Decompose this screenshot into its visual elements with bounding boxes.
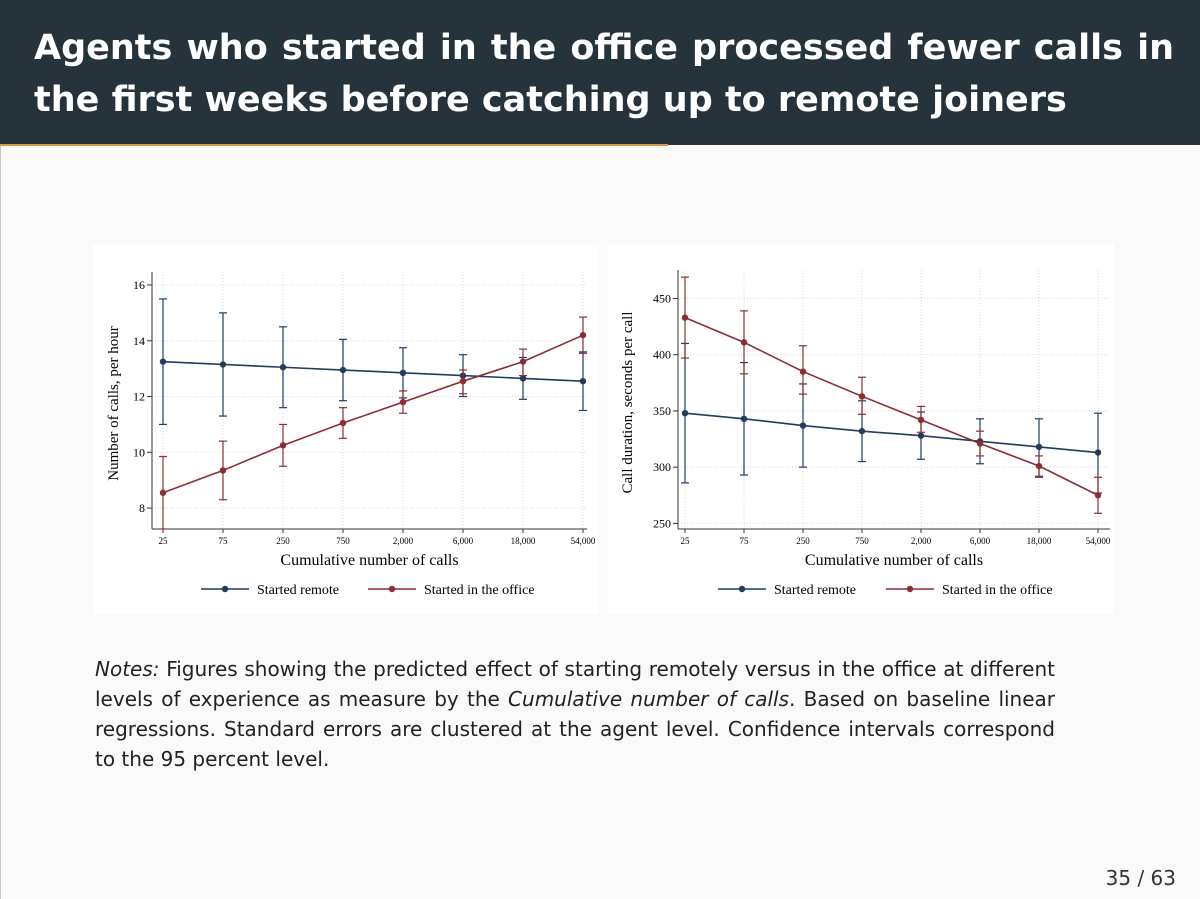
x-tick-label: 250 [276, 536, 290, 546]
notes-text-2: . Based on baseline linear regressions. … [95, 687, 1056, 771]
data-point-office [219, 467, 227, 474]
slide-title: Agents who started in the office process… [34, 28, 1174, 120]
data-point-remote [399, 369, 407, 377]
x-tick-label: 250 [796, 536, 810, 546]
y-tick-label: 16 [133, 278, 145, 292]
notes-emphasis: Cumulative number of calls [508, 687, 790, 711]
data-point-remote [339, 366, 347, 374]
data-point-remote [519, 375, 527, 382]
x-tick-label: 54,000 [571, 536, 596, 546]
x-tick-label: 25 [681, 536, 691, 546]
slide-notes: Notes: Figures showing the predicted eff… [95, 654, 1055, 774]
y-tick-label: 250 [653, 516, 671, 530]
slide-left-border [0, 146, 1, 899]
data-point-office [579, 331, 587, 339]
legend-label-office: Started in the office [424, 583, 535, 598]
y-tick-label: 10 [133, 445, 145, 459]
data-point-remote [917, 432, 925, 439]
y-tick-label: 300 [653, 460, 671, 474]
y-tick-label: 450 [653, 291, 671, 305]
data-point-remote [219, 361, 227, 368]
data-point-remote [1035, 443, 1043, 451]
slide-header [0, 0, 1200, 145]
legend-marker-office [388, 585, 396, 593]
data-point-remote [279, 364, 287, 371]
x-tick-label: 54,000 [1086, 536, 1111, 546]
series-line-office [684, 316, 1099, 496]
data-point-office [1035, 462, 1043, 470]
y-tick-label: 14 [133, 334, 145, 348]
data-point-remote [579, 377, 587, 385]
x-tick-label: 750 [855, 536, 869, 546]
legend-label-remote: Started remote [257, 583, 339, 598]
y-axis-title: Call duration, seconds per call [620, 311, 636, 493]
x-tick-label: 25 [159, 536, 169, 546]
chart-panel-call-duration: 250 300 350 400 450 25 75 250 750 2,000 6,000 18,00… [608, 244, 1114, 614]
x-axis-title: Cumulative number of calls [805, 552, 983, 569]
data-point-office [799, 368, 807, 375]
data-point-office [399, 398, 407, 406]
legend-marker-office [906, 585, 914, 593]
notes-text-1: Figures showing the predicted effect of … [95, 657, 1055, 711]
series-line-remote [162, 360, 584, 382]
x-tick-label: 6,000 [453, 536, 474, 546]
legend-marker-remote [738, 585, 746, 593]
x-tick-label: 18,000 [511, 536, 536, 546]
y-tick-label: 400 [653, 348, 671, 362]
data-point-office [279, 442, 287, 449]
data-point-office [339, 419, 347, 427]
legend-label-office: Started in the office [942, 583, 1053, 598]
data-point-office [681, 314, 689, 321]
x-tick-label: 18,000 [1027, 536, 1052, 546]
x-tick-label: 6,000 [970, 536, 991, 546]
x-tick-label: 75 [219, 536, 229, 546]
notes-label: Notes: [95, 657, 160, 681]
data-point-remote [740, 415, 748, 423]
y-tick-label: 350 [653, 404, 671, 418]
chart-calls-per-hour: 8 10 12 14 16 25 75 250 750 2,000 6,000 18,000 54,00… [106, 272, 596, 598]
data-point-office [159, 489, 167, 496]
data-point-remote [799, 422, 807, 429]
header-accent-rule [0, 144, 668, 146]
series-line-remote [684, 412, 1099, 454]
data-point-office [740, 339, 748, 346]
chart-call-duration: 250 300 350 400 450 25 75 250 750 2,000 6,000 18,00… [620, 270, 1111, 598]
data-point-remote [681, 409, 689, 417]
legend-marker-remote [221, 585, 229, 593]
data-point-office [1094, 492, 1102, 499]
data-point-office [976, 440, 984, 447]
x-tick-label: 75 [740, 536, 750, 546]
y-tick-label: 12 [133, 390, 145, 404]
page-number: 35 / 63 [1105, 866, 1176, 890]
x-tick-label: 750 [336, 536, 350, 546]
data-point-remote [159, 358, 167, 365]
x-axis-title: Cumulative number of calls [280, 552, 458, 569]
chart-panel-calls-per-hour: 8 10 12 14 16 25 75 250 750 2,000 6,000 18,000 54,00… [93, 244, 599, 614]
data-point-office [917, 416, 925, 424]
y-axis-title: Number of calls, per hour [106, 326, 122, 481]
data-point-office [459, 377, 467, 385]
data-point-office [858, 393, 866, 400]
x-tick-label: 2,000 [911, 536, 932, 546]
series-line-office [162, 334, 584, 494]
data-point-office [519, 358, 527, 365]
data-point-remote [858, 427, 866, 435]
x-tick-label: 2,000 [393, 536, 414, 546]
data-point-remote [1094, 449, 1102, 456]
legend-label-remote: Started remote [774, 583, 856, 598]
y-tick-label: 8 [139, 501, 145, 515]
